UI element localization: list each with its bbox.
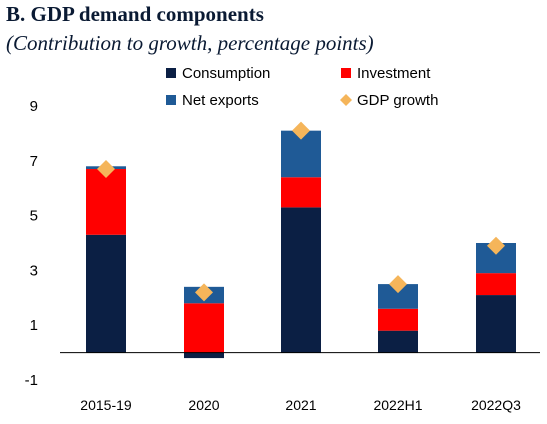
legend: Consumption Investment Net exports GDP grow… [166, 65, 438, 109]
legend-swatch-gdp-growth [340, 94, 352, 106]
legend-swatch-consumption [166, 68, 176, 78]
bar-consumption-2022q3 [476, 295, 516, 353]
markers-layer [97, 121, 505, 302]
y-tick-label: -1 [25, 372, 38, 389]
y-tick-label: 1 [30, 317, 38, 334]
bar-consumption-2020 [184, 352, 224, 359]
bar-consumption-2021 [281, 207, 321, 353]
x-tick-label: 2020 [188, 397, 219, 413]
y-axis-ticks: -1 1 3 5 7 9 [25, 98, 38, 389]
y-tick-label: 9 [30, 98, 38, 115]
gdp-growth-marker-2022h1 [389, 275, 407, 294]
bar-investment-2015-19 [86, 169, 126, 235]
x-tick-label: 2022H1 [373, 397, 422, 413]
legend-swatch-investment [341, 68, 351, 78]
chart-title: B. GDP demand components [6, 2, 264, 26]
gdp-growth-marker-2022q3 [487, 236, 505, 255]
bar-consumption-2015-19 [86, 234, 126, 353]
legend-label-gdp-growth: GDP growth [357, 92, 438, 109]
legend-label-consumption: Consumption [182, 65, 270, 82]
x-axis-ticks: 2015-19 2020 2021 2022H1 2022Q3 [80, 397, 521, 413]
legend-label-investment: Investment [357, 65, 431, 82]
gdp-growth-marker-2020 [195, 283, 213, 302]
gdp-growth-marker-2021 [292, 121, 310, 140]
bar-consumption-2022h1 [378, 330, 418, 353]
bar-investment-2022q3 [476, 273, 516, 296]
bar-investment-2021 [281, 177, 321, 208]
y-tick-label: 7 [30, 153, 38, 170]
legend-swatch-net-exports [166, 95, 176, 105]
bar-investment-2022h1 [378, 308, 418, 331]
chart-subtitle: (Contribution to growth, percentage poin… [6, 31, 374, 55]
x-tick-label: 2015-19 [80, 397, 132, 413]
y-tick-label: 5 [30, 208, 38, 225]
x-tick-label: 2022Q3 [471, 397, 521, 413]
x-tick-label: 2021 [285, 397, 316, 413]
bars-layer [86, 130, 516, 359]
gdp-growth-marker-2015-19 [97, 160, 115, 179]
legend-label-net-exports: Net exports [182, 92, 259, 109]
bar-investment-2020 [184, 303, 224, 353]
y-tick-label: 3 [30, 262, 38, 279]
